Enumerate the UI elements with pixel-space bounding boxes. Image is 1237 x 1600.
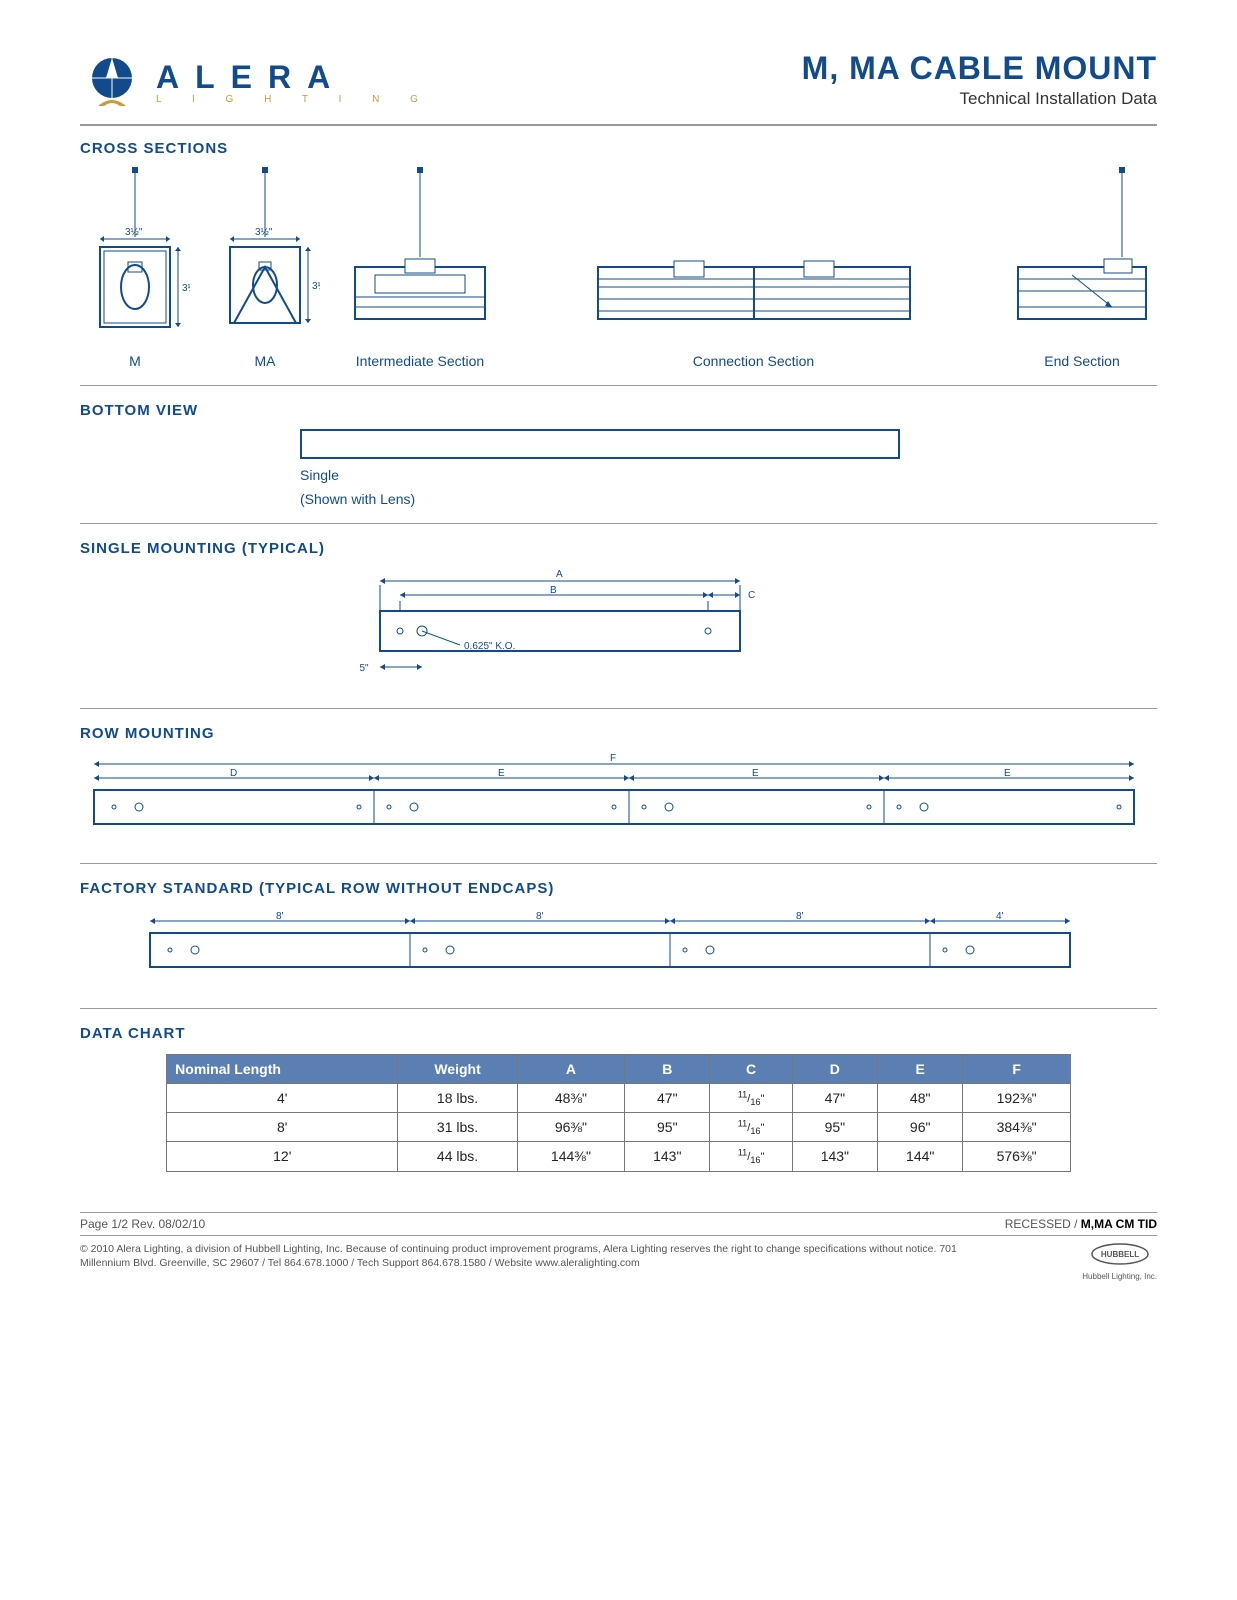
- cell: 48⅜": [517, 1084, 624, 1113]
- cell: 143": [625, 1142, 710, 1171]
- cross-connection-caption: Connection Section: [693, 353, 814, 369]
- svg-text:8': 8': [796, 911, 804, 922]
- m-width-label: 3½": [125, 227, 143, 238]
- table-row: 12'44 lbs.144⅜"143"11/16"143"144"576⅜": [167, 1142, 1071, 1171]
- section-single-title: SINGLE MOUNTING (TYPICAL): [80, 540, 1157, 557]
- cross-end-caption: End Section: [1044, 353, 1120, 369]
- hubbell-badge: HUBBELL Hubbell Lighting, Inc.: [1082, 1242, 1157, 1281]
- col-5: D: [792, 1055, 877, 1084]
- rule-5: [80, 1008, 1157, 1009]
- cell: 576⅜": [963, 1142, 1070, 1171]
- factory-diagram: 8' 8' 8' 4': [140, 907, 1097, 992]
- bottom-view-caption1: Single: [300, 467, 339, 483]
- offset-label: 1.375": [360, 663, 369, 674]
- section-cross-title: CROSS SECTIONS: [80, 140, 1157, 157]
- rule-1: [80, 385, 1157, 386]
- svg-text:E: E: [752, 768, 759, 779]
- svg-text:8': 8': [536, 911, 544, 922]
- ko-label: 0.625" K.O.: [464, 641, 515, 652]
- single-mounting-diagram: A B C 0.625" K.O. 1.375": [360, 567, 1157, 692]
- bottom-view: Single (Shown with Lens): [300, 429, 1157, 507]
- cell: 48": [878, 1084, 963, 1113]
- header-rule: [80, 124, 1157, 126]
- section-chart-title: DATA CHART: [80, 1025, 1157, 1042]
- cell: 11/16": [710, 1142, 792, 1171]
- cell: 96⅜": [517, 1113, 624, 1142]
- col-1: Weight: [398, 1055, 517, 1084]
- cross-connection: Connection Section: [520, 167, 987, 369]
- dim-b: B: [550, 585, 557, 596]
- title-block: M, MA CABLE MOUNT Technical Installation…: [802, 50, 1157, 109]
- cell: 31 lbs.: [398, 1113, 517, 1142]
- section-factory-title: FACTORY STANDARD (TYPICAL ROW WITHOUT EN…: [80, 880, 1157, 897]
- cell: 11/16": [710, 1084, 792, 1113]
- rule-3: [80, 708, 1157, 709]
- factory-seg1: 8': [276, 911, 284, 922]
- row-mounting-diagram: F D E E E: [84, 752, 1153, 847]
- footer-page: Page 1/2 Rev. 08/02/10: [80, 1217, 205, 1231]
- brand-name: ALERA: [156, 59, 432, 96]
- logo-icon: [80, 50, 144, 114]
- dim-c: C: [748, 590, 755, 601]
- cell: 144⅜": [517, 1142, 624, 1171]
- doc-title: M, MA CABLE MOUNT: [802, 50, 1157, 87]
- cell: 95": [625, 1113, 710, 1142]
- data-chart-table: Nominal LengthWeightABCDEF 4'18 lbs.48⅜"…: [166, 1054, 1071, 1172]
- footer-legal: © 2010 Alera Lighting, a division of Hub…: [80, 1242, 980, 1271]
- cell: 8': [167, 1113, 398, 1142]
- cell: 12': [167, 1142, 398, 1171]
- table-row: 8'31 lbs.96⅜"95"11/16"95"96"384⅜": [167, 1113, 1071, 1142]
- col-0: Nominal Length: [167, 1055, 398, 1084]
- cell: 11/16": [710, 1113, 792, 1142]
- rule-4: [80, 863, 1157, 864]
- dim-a: A: [556, 569, 563, 580]
- cell: 384⅜": [963, 1113, 1070, 1142]
- page-header: ALERA L I G H T I N G M, MA CABLE MOUNT …: [80, 50, 1157, 114]
- cross-end: End Section: [1007, 167, 1157, 369]
- col-7: F: [963, 1055, 1070, 1084]
- col-6: E: [878, 1055, 963, 1084]
- bottom-view-caption2: (Shown with Lens): [300, 491, 415, 507]
- section-bottom-title: BOTTOM VIEW: [80, 402, 1157, 419]
- dim-f: F: [610, 753, 616, 764]
- table-row: 4'18 lbs.48⅜"47"11/16"47"48"192⅜": [167, 1084, 1071, 1113]
- cell: 44 lbs.: [398, 1142, 517, 1171]
- svg-text:3½": 3½": [312, 281, 320, 292]
- cross-intermediate: Intermediate Section: [340, 167, 500, 369]
- cell: 192⅜": [963, 1084, 1070, 1113]
- cross-m: 3½" 3½" M: [80, 167, 190, 369]
- page-footer: Page 1/2 Rev. 08/02/10 RECESSED / M,MA C…: [80, 1212, 1157, 1281]
- svg-text:3½": 3½": [255, 227, 273, 238]
- svg-text:E: E: [1004, 768, 1011, 779]
- cross-intermediate-caption: Intermediate Section: [356, 353, 484, 369]
- cell: 4': [167, 1084, 398, 1113]
- cell: 96": [878, 1113, 963, 1142]
- bottom-view-box: [300, 429, 900, 459]
- rule-2: [80, 523, 1157, 524]
- cell: 95": [792, 1113, 877, 1142]
- brand-sub: L I G H T I N G: [156, 94, 432, 105]
- svg-text:HUBBELL: HUBBELL: [1101, 1250, 1139, 1259]
- cross-sections-row: 3½" 3½" M 3½" 3½" MA: [80, 167, 1157, 369]
- cell: 47": [625, 1084, 710, 1113]
- col-4: C: [710, 1055, 792, 1084]
- cell: 47": [792, 1084, 877, 1113]
- dim-d: D: [230, 768, 237, 779]
- cell: 143": [792, 1142, 877, 1171]
- doc-subtitle: Technical Installation Data: [802, 89, 1157, 109]
- section-row-title: ROW MOUNTING: [80, 725, 1157, 742]
- cell: 18 lbs.: [398, 1084, 517, 1113]
- col-2: A: [517, 1055, 624, 1084]
- m-height-label: 3½": [182, 283, 190, 294]
- cross-ma-caption: MA: [255, 353, 276, 369]
- footer-right: RECESSED / M,MA CM TID: [1005, 1217, 1157, 1231]
- cross-m-caption: M: [129, 353, 141, 369]
- col-3: B: [625, 1055, 710, 1084]
- cross-ma: 3½" 3½" MA: [210, 167, 320, 369]
- cell: 144": [878, 1142, 963, 1171]
- svg-text:4': 4': [996, 911, 1004, 922]
- svg-text:E: E: [498, 768, 505, 779]
- logo-block: ALERA L I G H T I N G: [80, 50, 432, 114]
